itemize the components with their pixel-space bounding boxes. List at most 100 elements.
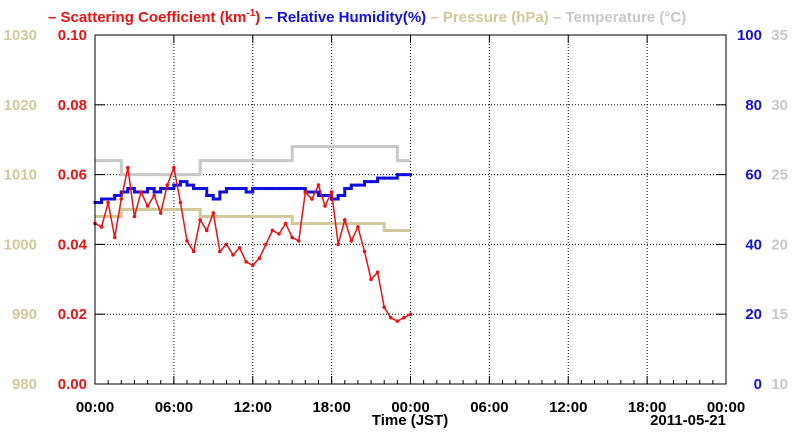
scattering-point [211, 211, 216, 215]
humidity-point [409, 173, 412, 177]
pressure-legend-marker: – [426, 9, 443, 26]
scattering-point [244, 260, 248, 264]
humidity-point [330, 197, 334, 201]
temperature-axis-tick-label: 20 [771, 236, 788, 253]
scattering-point [139, 190, 143, 194]
humidity-point [238, 187, 242, 191]
scattering-point [270, 228, 275, 233]
scattering-point [112, 235, 117, 240]
humidity-point [395, 173, 399, 177]
humidity-point [159, 187, 163, 191]
scattering-point [336, 242, 340, 247]
temperature-axis-tick-label: 35 [771, 27, 788, 44]
scattering-legend-label-tail: ) [255, 9, 260, 26]
x-tick-label: 18:00 [312, 399, 350, 416]
humidity-point [218, 190, 222, 194]
x-tick-label: 00:00 [391, 399, 429, 416]
scattering-point [277, 232, 281, 236]
humidity-series-line [95, 173, 411, 205]
humidity-point [185, 183, 189, 187]
scattering-axis-tick-label: 0.08 [58, 97, 87, 114]
scattering-point [119, 197, 124, 201]
scattering-axis-tick-label: 0.00 [58, 376, 87, 393]
pressure-axis-tick-label: 1020 [4, 97, 37, 114]
scattering-point [408, 312, 413, 317]
axes: 00:00 06:00 12:00 18:00 00:00 06:00 12:00 18:00… [4, 27, 788, 416]
humidity-point [284, 187, 288, 191]
humidity-point [172, 183, 176, 187]
humidity-point [224, 187, 228, 191]
humidity-axis-tick-label: 0 [754, 376, 762, 393]
scattering-point [106, 200, 110, 205]
scattering-point [290, 235, 294, 240]
humidity-point [356, 183, 360, 187]
scattering-point [296, 239, 301, 243]
humidity-axis-tick-label: 40 [745, 236, 762, 253]
humidity-legend-marker: – [260, 9, 277, 26]
scattering-point [172, 165, 176, 170]
scattering-axis-tick-label: 0.04 [58, 236, 88, 253]
x-tick-label: 18:00 [628, 399, 666, 416]
pressure-axis-tick-label: 990 [12, 306, 37, 323]
date-label: 2011-05-21 [650, 412, 726, 429]
humidity-legend-label: Relative Humidity(%) [277, 9, 426, 26]
humidity-point [165, 187, 169, 191]
humidity-point [211, 197, 215, 201]
pressure-legend-label: Pressure (hPa) [443, 9, 549, 26]
humidity-point [362, 180, 366, 184]
scattering-point [231, 253, 235, 257]
scattering-axis-tick-label: 0.02 [58, 306, 87, 323]
temperature-legend-label: Temperature (°C) [565, 9, 686, 26]
humidity-point [205, 194, 209, 198]
scattering-point [165, 183, 170, 187]
x-tick-label: 06:00 [470, 399, 508, 416]
scattering-point [342, 218, 347, 222]
humidity-point [402, 173, 406, 177]
scattering-point [395, 319, 400, 323]
humidity-point [152, 190, 156, 194]
humidity-point [119, 190, 123, 194]
legend: – Scattering Coefficient (km-1) – Relati… [48, 8, 686, 26]
humidity-point [251, 187, 255, 191]
humidity-point [126, 187, 130, 191]
humidity-point [336, 194, 340, 198]
scattering-point [132, 214, 137, 219]
scattering-point [145, 204, 150, 208]
scattering-point [204, 228, 209, 233]
scattering-point [178, 200, 183, 205]
humidity-point [316, 194, 320, 198]
scattering-point [237, 246, 242, 250]
humidity-point [297, 187, 301, 191]
humidity-point [146, 187, 150, 191]
humidity-axis-tick-label: 100 [737, 27, 762, 44]
humidity-point [244, 190, 248, 194]
scattering-point [185, 239, 189, 243]
humidity-point [343, 187, 347, 191]
humidity-point [389, 176, 393, 180]
scattering-point [224, 242, 229, 247]
temperature-axis-tick-label: 25 [771, 167, 788, 184]
humidity-point [270, 187, 274, 191]
pressure-axis-tick-label: 980 [12, 376, 37, 393]
scattering-point [303, 190, 308, 194]
x-tick-label: 12:00 [234, 399, 272, 416]
temperature-axis-tick-label: 15 [771, 306, 788, 323]
humidity-point [257, 187, 261, 191]
x-axis-title: Time (JST) [372, 412, 448, 429]
pressure-axis-tick-label: 1010 [4, 167, 37, 184]
scattering-point [388, 315, 393, 320]
scattering-point [349, 239, 354, 243]
scattering-point [283, 221, 288, 226]
humidity-axis-tick-label: 80 [745, 97, 762, 114]
temperature-legend-marker: – [549, 9, 566, 26]
humidity-axis-tick-label: 60 [745, 167, 762, 184]
humidity-point [106, 197, 110, 201]
scattering-axis-tick-label: 0.06 [58, 167, 87, 184]
scattering-point [191, 249, 196, 254]
humidity-point [310, 190, 314, 194]
scattering-legend-marker: – [48, 9, 61, 26]
scattering-point [310, 197, 314, 201]
scattering-point [152, 193, 156, 198]
humidity-point [277, 187, 281, 191]
scattering-point [356, 225, 360, 229]
